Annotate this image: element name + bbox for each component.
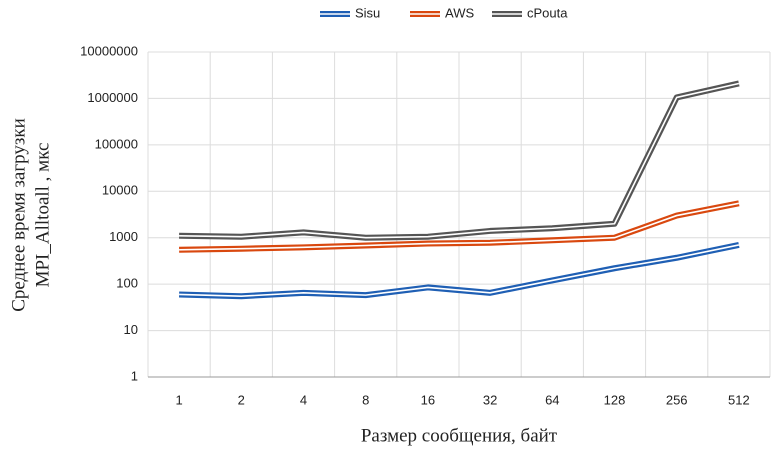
y-tick-label: 10000000: [80, 43, 138, 58]
x-tick-label: 16: [421, 392, 435, 407]
x-tick-label: 64: [545, 392, 559, 407]
x-tick-label: 4: [300, 392, 307, 407]
x-tick-label: 1: [175, 392, 182, 407]
y-axis-title: MPI_Alltoall , мкс: [32, 143, 53, 288]
x-tick-label: 128: [604, 392, 626, 407]
x-tick-label: 512: [728, 392, 750, 407]
y-axis-title: Среднее время загрузки: [8, 118, 29, 312]
x-axis-title: Размер сообщения, байт: [361, 425, 558, 446]
y-tick-label: 100000: [95, 136, 138, 151]
x-tick-label: 8: [362, 392, 369, 407]
x-tick-label: 32: [483, 392, 497, 407]
legend-label: Sisu: [355, 5, 380, 20]
y-tick-label: 1000000: [87, 90, 138, 105]
y-tick-label: 100: [116, 276, 138, 291]
y-tick-label: 1: [131, 368, 138, 383]
x-tick-label: 256: [666, 392, 688, 407]
legend-label: AWS: [445, 5, 474, 20]
legend-label: cPouta: [527, 5, 568, 20]
series-line-inner: [179, 82, 740, 239]
y-tick-label: 10000: [102, 183, 138, 198]
x-tick-label: 2: [238, 392, 245, 407]
series-line-inner: [179, 202, 740, 251]
series-line-inner: [179, 244, 740, 297]
y-tick-label: 1000: [109, 229, 138, 244]
y-tick-label: 10: [124, 322, 138, 337]
